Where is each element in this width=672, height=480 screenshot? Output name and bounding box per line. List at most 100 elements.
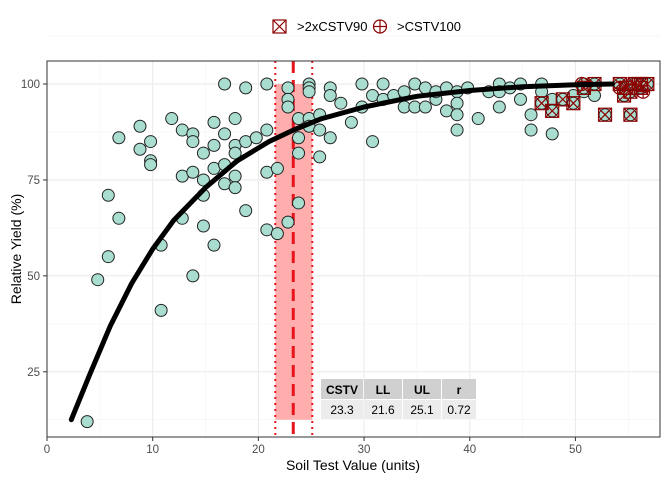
flag-cross (534, 96, 549, 111)
flag-2xcstv90 (566, 96, 581, 111)
data-point (186, 135, 200, 149)
legend: >2xCSTV90 >CSTV100 (272, 19, 461, 34)
fit-curve-line (68, 81, 615, 423)
table-value-ul: 25.1 (410, 403, 434, 417)
table-body-cell (442, 400, 476, 419)
data-point (228, 169, 242, 183)
flag-2xcstv90 (545, 103, 560, 118)
data-point (376, 77, 390, 91)
data-point (228, 146, 242, 160)
data-point (524, 108, 538, 122)
data-point (292, 146, 306, 160)
legend-label-cstv100: >CSTV100 (397, 19, 461, 34)
flag-cross (555, 92, 570, 107)
data-point (249, 131, 263, 145)
data-point (239, 81, 253, 95)
flag-cross (623, 107, 638, 122)
table-header-cell (442, 379, 476, 399)
data-point (513, 92, 527, 106)
data-point (144, 135, 158, 149)
data-point (313, 150, 327, 164)
flag-cross (617, 88, 631, 103)
flag-2xcstv90 (597, 107, 613, 122)
data-point (196, 173, 210, 187)
y-tick-label: 25 (27, 367, 40, 379)
data-point (450, 108, 464, 122)
table-body-cell (403, 400, 441, 419)
flag-square (534, 96, 549, 111)
data-point (292, 131, 306, 145)
x-axis-label: Soil Test Value (units) (286, 457, 420, 473)
table-value-r: 0.72 (447, 403, 471, 417)
table-header-ll: LL (376, 383, 391, 397)
x-tick-label: 20 (252, 444, 265, 456)
flag-2xcstv90 (623, 107, 638, 122)
data-point (366, 135, 380, 149)
data-point (292, 196, 306, 210)
data-point (101, 188, 115, 202)
table-header-ul: UL (414, 383, 430, 397)
table-header-r: r (457, 383, 462, 397)
data-point (524, 123, 538, 137)
flag-cross (545, 103, 560, 118)
data-point (196, 219, 210, 233)
data-point (165, 112, 179, 126)
data-point (207, 238, 221, 252)
x-tick-label: 10 (146, 444, 159, 456)
data-point (91, 273, 105, 287)
data-point (270, 161, 284, 175)
data-point (270, 227, 284, 241)
data-point (260, 77, 274, 91)
data-point (281, 215, 295, 229)
flag-square (640, 76, 655, 92)
y-tick-label: 50 (27, 271, 40, 283)
table-header-cstv: CSTV (326, 383, 358, 397)
flag-square (597, 107, 613, 122)
x-tick-label: 40 (463, 444, 476, 456)
data-point (450, 96, 464, 110)
table-body-cell (321, 400, 363, 419)
data-point (323, 89, 337, 103)
data-point (239, 204, 253, 218)
flag-cross (598, 107, 612, 122)
flag-cstv100 (625, 76, 640, 92)
flag-cstv100 (612, 80, 627, 95)
data-point (154, 303, 168, 317)
data-point (228, 181, 242, 195)
flag-cstv100 (635, 84, 651, 99)
legend-label-2xcstv90: >2xCSTV90 (297, 19, 367, 34)
data-point (186, 165, 200, 179)
data-point (418, 100, 432, 114)
data-point (112, 211, 126, 225)
flag-square (566, 96, 581, 111)
data-point (334, 96, 348, 110)
data-point (323, 131, 337, 145)
data-point (281, 81, 295, 95)
y-tick-label: 100 (21, 79, 40, 91)
data-point (260, 123, 274, 137)
flag-cross (566, 96, 581, 111)
data-point (133, 119, 147, 133)
x-tick-label: 0 (44, 444, 50, 456)
data-point (302, 85, 316, 99)
x-tick-label: 30 (358, 444, 371, 456)
table-header-cell (321, 379, 363, 399)
flag-square (545, 103, 560, 118)
data-point (133, 142, 147, 156)
data-point (450, 123, 464, 137)
data-point (313, 123, 327, 137)
data-point (545, 127, 559, 141)
table-value-cstv: 23.3 (330, 403, 354, 417)
data-point (80, 415, 94, 429)
data-point (186, 269, 200, 283)
flagged-points (534, 76, 655, 122)
data-point (207, 115, 221, 129)
data-point (492, 100, 506, 114)
table-header-cell (403, 379, 441, 399)
data-point (471, 112, 485, 126)
fit-curve (68, 81, 615, 423)
data-point (207, 138, 221, 152)
axes: 0 10 20 30 40 50 25 50 75 100 (21, 79, 582, 456)
data-point (101, 250, 115, 264)
flag-square (616, 88, 632, 103)
